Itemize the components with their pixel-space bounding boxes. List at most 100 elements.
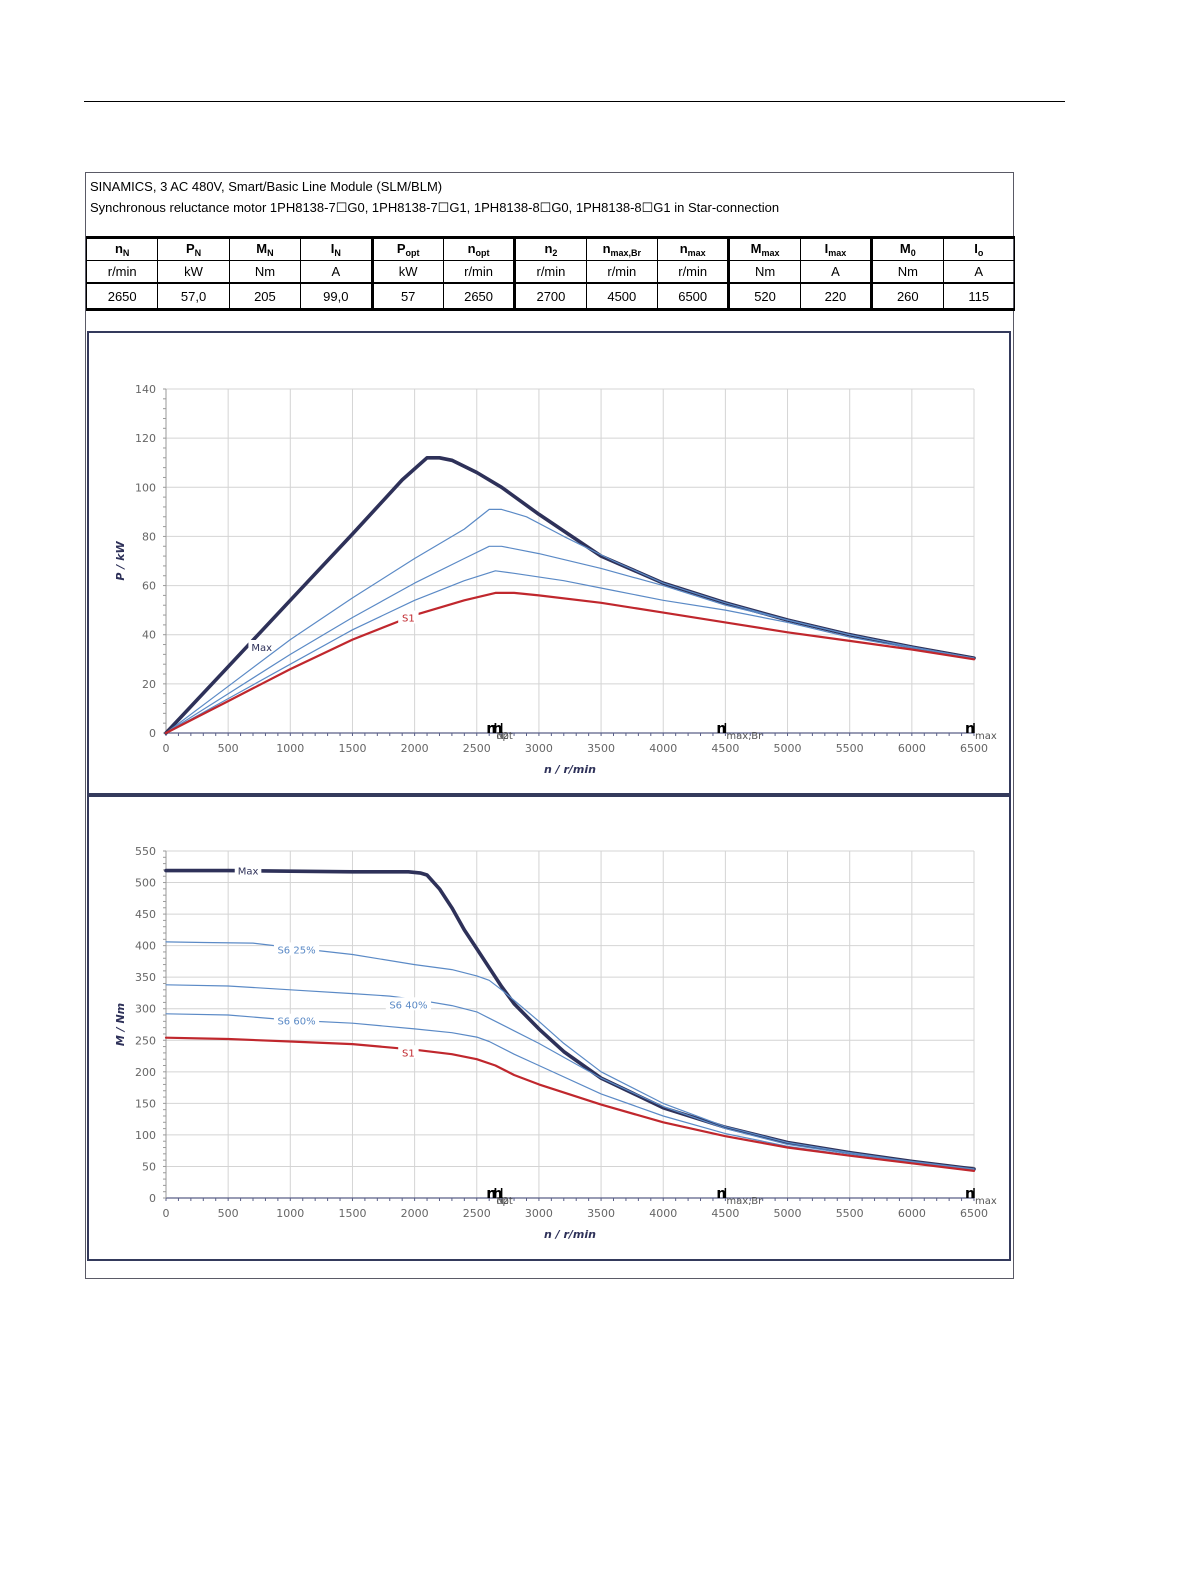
series-label-bg — [273, 1013, 320, 1027]
speed-marker-label: nmax — [965, 721, 997, 742]
table-unit-cell: kW — [157, 260, 230, 284]
table-header-cell: nmax,Br — [585, 236, 659, 261]
power-series-s1 — [164, 591, 976, 735]
table-header-cell: nopt — [442, 236, 517, 261]
x-tick-label: 2500 — [463, 742, 491, 755]
series-label-bg — [398, 1045, 419, 1059]
table-header-cell: nN — [85, 236, 159, 261]
table-value-cell: 2650 — [442, 282, 517, 311]
x-tick-label: 4500 — [711, 742, 739, 755]
y-tick-label: 400 — [135, 940, 156, 953]
table-header-cell: Imax — [799, 236, 874, 261]
parameter-table: nN PN MN IN Popt nopt n2 nmax,Br nmax Mm… — [85, 236, 1015, 311]
series-label: S1 — [402, 1048, 415, 1059]
y-tick-label: 300 — [135, 1003, 156, 1016]
series-label: S6 40% — [389, 1000, 427, 1011]
datasheet-frame: SINAMICS, 3 AC 480V, Smart/Basic Line Mo… — [85, 172, 1015, 1279]
y-tick-label: 450 — [135, 908, 156, 921]
y-tick-label: 0 — [149, 727, 156, 740]
y-tick-label: 0 — [149, 1192, 156, 1205]
table-value-row: 2650 57,0 205 99,0 57 2650 2700 4500 650… — [85, 282, 1015, 311]
series-label-bg — [398, 610, 419, 624]
x-tick-label: 5500 — [836, 742, 864, 755]
y-axis-label: M / Nm — [114, 1003, 127, 1046]
speed-marker-label: nmax — [965, 1186, 997, 1207]
series-label-bg — [234, 863, 262, 877]
x-tick-label: 1500 — [338, 742, 366, 755]
x-tick-label: 5000 — [774, 742, 802, 755]
top-rule — [84, 101, 1065, 102]
y-tick-label: 140 — [135, 383, 156, 396]
x-tick-label: 2000 — [401, 1207, 429, 1220]
y-tick-label: 120 — [135, 432, 156, 445]
table-value-cell: 57 — [371, 282, 444, 311]
power-chart-frame: 0 500 1000 1500 2000 2500 3000 3500 4000 4500 5000… — [87, 331, 1011, 795]
table-unit-cell: r/min — [514, 260, 587, 284]
table-value-cell: 520 — [728, 282, 801, 311]
table-header-cell: PN — [157, 236, 230, 261]
torque-chart-frame: 0 500 1000 1500 2000 2500 3000 3500 4000 4500 5000… — [87, 795, 1011, 1261]
table-value-cell: 260 — [871, 282, 944, 311]
y-tick-label: 80 — [142, 530, 156, 543]
x-tick-label: 6000 — [898, 1207, 926, 1220]
y-tick-label: 40 — [142, 629, 156, 642]
table-unit-cell: r/min — [585, 260, 659, 284]
x-tick-label: 3000 — [525, 1207, 553, 1220]
power-series-s6 — [165, 545, 975, 734]
x-tick-label: 1000 — [276, 742, 304, 755]
series-label-bg — [385, 997, 431, 1011]
table-unit-cell: A — [300, 260, 374, 284]
table-header-cell: IN — [300, 236, 374, 261]
x-tick-label: 5500 — [836, 1207, 864, 1220]
speed-marker-label: nmax,Br — [716, 1186, 763, 1207]
table-unit-cell: r/min — [442, 260, 517, 284]
series-label: S1 — [402, 614, 415, 625]
table-header-cell: M0 — [871, 236, 944, 261]
table-unit-cell: Nm — [228, 260, 302, 284]
x-tick-label: 3000 — [525, 742, 553, 755]
table-value-cell: 2700 — [514, 282, 587, 311]
y-tick-label: 20 — [142, 678, 156, 691]
x-tick-label: 5000 — [774, 1207, 802, 1220]
table-value-cell: 6500 — [656, 282, 731, 311]
y-tick-label: 60 — [142, 580, 156, 593]
table-unit-row: r/min kW Nm A kW r/min r/min r/min r/min… — [85, 260, 1015, 284]
y-tick-label: 500 — [135, 877, 156, 890]
table-header-cell: n2 — [514, 236, 587, 261]
x-tick-label: 0 — [163, 742, 170, 755]
power-chart: 0 500 1000 1500 2000 2500 3000 3500 4000 4500 5000… — [114, 383, 997, 776]
x-tick-label: 6500 — [960, 1207, 988, 1220]
y-tick-label: 200 — [135, 1066, 156, 1079]
table-unit-cell: A — [942, 260, 1015, 284]
x-tick-label: 2000 — [401, 742, 429, 755]
torque-series-s6 — [165, 1013, 975, 1171]
header-line-1: SINAMICS, 3 AC 480V, Smart/Basic Line Mo… — [90, 179, 443, 194]
table-header-cell: Popt — [371, 236, 444, 261]
table-unit-cell: Nm — [871, 260, 944, 284]
table-header-row: nN PN MN IN Popt nopt n2 nmax,Br nmax Mm… — [85, 236, 1015, 261]
power-series-max — [164, 456, 976, 735]
x-tick-label: 4000 — [649, 1207, 677, 1220]
header-line-2: Synchronous reluctance motor 1PH8138-7☐G… — [90, 200, 780, 215]
x-tick-label: 500 — [218, 1207, 239, 1220]
x-tick-label: 3500 — [587, 1207, 615, 1220]
table-unit-cell: A — [799, 260, 874, 284]
table-unit-cell: r/min — [656, 260, 731, 284]
table-unit-cell: r/min — [85, 260, 159, 284]
table-header-cell: Mmax — [728, 236, 801, 261]
table-value-cell: 220 — [799, 282, 874, 311]
table-unit-cell: kW — [371, 260, 444, 284]
table-value-cell: 99,0 — [300, 282, 374, 311]
y-axis-label: P / kW — [114, 541, 127, 581]
y-tick-label: 50 — [142, 1160, 156, 1173]
series-label: S6 25% — [277, 945, 315, 956]
series-label: Max — [238, 867, 259, 878]
table-header-cell: nmax — [656, 236, 731, 261]
series-label: S6 60% — [277, 1017, 315, 1028]
torque-chart: 0 500 1000 1500 2000 2500 3000 3500 4000 4500 5000… — [114, 845, 997, 1241]
x-tick-label: 4000 — [649, 742, 677, 755]
table-header-cell: MN — [228, 236, 302, 261]
x-axis-label: n / r/min — [544, 1228, 596, 1241]
series-label: Max — [251, 643, 272, 654]
x-tick-label: 1500 — [338, 1207, 366, 1220]
